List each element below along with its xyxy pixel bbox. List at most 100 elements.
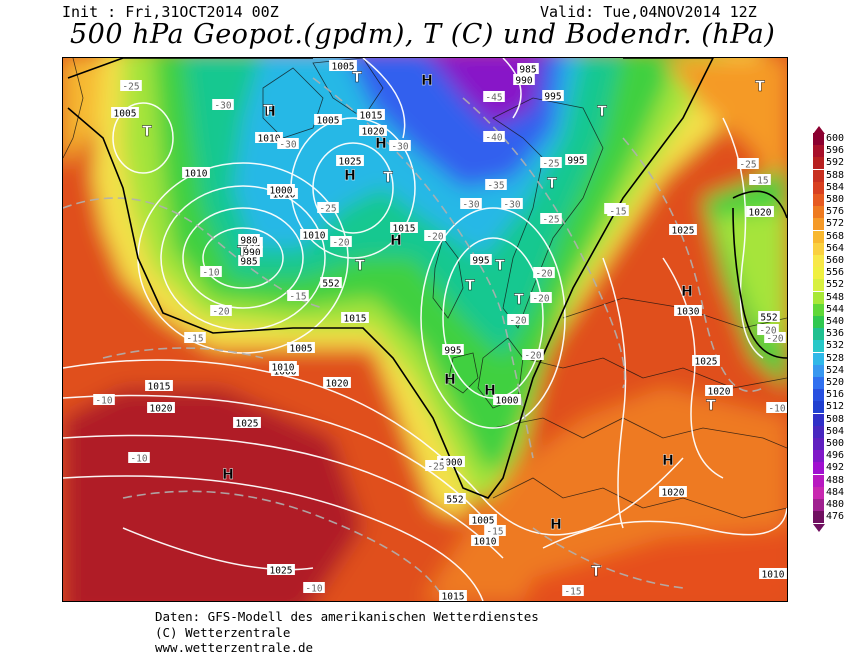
pressure-label-box bbox=[659, 486, 687, 497]
temperature-label-box bbox=[317, 202, 339, 213]
temperature-label-box bbox=[607, 205, 629, 216]
legend-value: 584 bbox=[826, 181, 845, 193]
temperature-label-box bbox=[212, 99, 234, 110]
pressure-label: 1020 bbox=[662, 488, 685, 499]
footer-credits: Daten: GFS-Modell des amerikanischen Wet… bbox=[155, 609, 539, 656]
pressure-label-box bbox=[323, 377, 351, 388]
legend-swatch bbox=[813, 133, 824, 145]
legend-value: 524 bbox=[826, 364, 845, 376]
temperature-label: -25 bbox=[542, 215, 559, 226]
legend-row: 476 bbox=[811, 511, 850, 524]
pressure-label: 1020 bbox=[150, 404, 173, 415]
legend-row: 524 bbox=[811, 364, 850, 377]
pressure-label: 1020 bbox=[708, 387, 731, 398]
pressure-label: 1000 bbox=[496, 396, 519, 407]
legend-value: 508 bbox=[826, 413, 845, 425]
temperature-label-box bbox=[766, 402, 787, 413]
pressure-label: 985 bbox=[519, 65, 536, 76]
pressure-label-box bbox=[513, 74, 535, 85]
temperature-label-box bbox=[200, 266, 222, 277]
pressure-label-box bbox=[287, 342, 315, 353]
temperature-label: -20 bbox=[532, 294, 549, 305]
low-pressure-marker: T bbox=[495, 258, 505, 274]
pressure-label-box bbox=[336, 155, 364, 166]
pressure-label: 990 bbox=[243, 248, 260, 259]
temperature-label-box bbox=[540, 157, 562, 168]
temperature-label-box bbox=[533, 267, 555, 278]
low-pressure-marker: T bbox=[547, 176, 557, 192]
geopotential-label-box bbox=[320, 277, 342, 288]
legend-row: 508 bbox=[811, 413, 850, 426]
legend-row: 544 bbox=[811, 303, 850, 316]
pressure-label: 1005 bbox=[317, 116, 340, 127]
legend-swatch bbox=[813, 340, 824, 353]
legend-swatch bbox=[813, 255, 824, 267]
temperature-label-box bbox=[210, 305, 232, 316]
legend-row: 536 bbox=[811, 328, 850, 341]
legend-row: 576 bbox=[811, 206, 850, 219]
pressure-label: 1000 bbox=[270, 186, 293, 197]
pressure-label-box bbox=[390, 222, 418, 233]
pressure-label: 1015 bbox=[360, 111, 383, 122]
high-pressure-marker: H bbox=[444, 372, 456, 388]
pressure-label-box bbox=[439, 590, 467, 601]
legend-value: 532 bbox=[826, 340, 845, 352]
legend-row: 596 bbox=[811, 145, 850, 158]
legend-swatch bbox=[813, 230, 824, 243]
pressure-label-box bbox=[517, 63, 539, 74]
legend-value: 592 bbox=[826, 157, 845, 169]
temperature-label: -20 bbox=[766, 334, 783, 345]
legend-value: 536 bbox=[826, 328, 845, 340]
legend-bottom-arrow bbox=[813, 524, 825, 533]
temperature-label-box bbox=[764, 332, 786, 343]
legend-row: 492 bbox=[811, 462, 850, 475]
legend-value: 560 bbox=[826, 255, 845, 266]
legend-swatch bbox=[813, 474, 824, 487]
legend-swatch bbox=[813, 157, 824, 170]
temperature-label: -15 bbox=[186, 334, 203, 345]
legend-value: 596 bbox=[826, 145, 845, 157]
temperature-label-box bbox=[287, 290, 309, 301]
temperature-label: -25 bbox=[122, 82, 139, 93]
pressure-label: 1015 bbox=[148, 382, 171, 393]
legend-value: 484 bbox=[826, 486, 845, 498]
legend-row: 560 bbox=[811, 255, 850, 267]
pressure-label-box bbox=[359, 125, 387, 136]
temperature-label: -25 bbox=[427, 462, 444, 473]
pressure-label: 1025 bbox=[672, 226, 695, 237]
low-pressure-marker: T bbox=[465, 278, 475, 294]
temperature-label: -20 bbox=[212, 307, 229, 318]
temperature-label: -20 bbox=[509, 316, 526, 327]
low-pressure-marker: T bbox=[591, 564, 601, 580]
legend-row: 584 bbox=[811, 181, 850, 194]
legend-swatch bbox=[813, 218, 824, 231]
pressure-label: 1005 bbox=[114, 109, 137, 120]
temperature-label: -10 bbox=[305, 584, 322, 595]
temperature-label-box bbox=[530, 292, 552, 303]
pressure-label-box bbox=[437, 456, 465, 467]
temperature-label-box bbox=[330, 236, 352, 247]
pressure-label: 1005 bbox=[290, 344, 313, 355]
legend-swatch bbox=[813, 145, 824, 158]
pressure-label-box bbox=[267, 564, 295, 575]
pressure-label: 995 bbox=[444, 346, 461, 357]
legend-row: 564 bbox=[811, 242, 850, 255]
low-pressure-marker: T bbox=[237, 244, 247, 260]
temperature-label-box bbox=[389, 140, 411, 151]
legend-swatch bbox=[813, 511, 824, 524]
legend-row: 480 bbox=[811, 499, 850, 511]
pressure-label: 1025 bbox=[236, 419, 259, 430]
pressure-label: 1020 bbox=[749, 208, 772, 219]
map-canvas: 1005 990 985 995 1005 1015 1020 1010 1005 1010 102… bbox=[63, 58, 787, 601]
high-pressure-marker: H bbox=[550, 517, 562, 533]
pressure-label-box bbox=[182, 167, 210, 178]
temperature-label: -45 bbox=[485, 93, 502, 104]
pressure-label: 1010 bbox=[303, 231, 326, 242]
pressure-label-box bbox=[329, 60, 357, 71]
pressure-label: 1010 bbox=[474, 537, 497, 548]
footer-data-source: Daten: GFS-Modell des amerikanischen Wet… bbox=[155, 609, 539, 624]
pressure-label: 1025 bbox=[339, 157, 362, 168]
temperature-label: -30 bbox=[503, 200, 520, 211]
pressure-label-box bbox=[238, 234, 260, 245]
